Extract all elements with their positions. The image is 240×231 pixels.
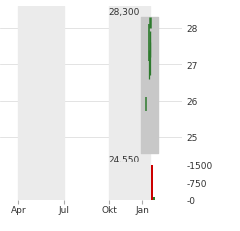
- Bar: [109, 7, 150, 163]
- Bar: [18, 163, 64, 200]
- Bar: [151, 165, 153, 200]
- Text: 28,300: 28,300: [108, 8, 139, 17]
- Bar: [153, 197, 155, 200]
- Text: 24,550: 24,550: [108, 155, 139, 164]
- Bar: [109, 163, 150, 200]
- Bar: [18, 7, 64, 163]
